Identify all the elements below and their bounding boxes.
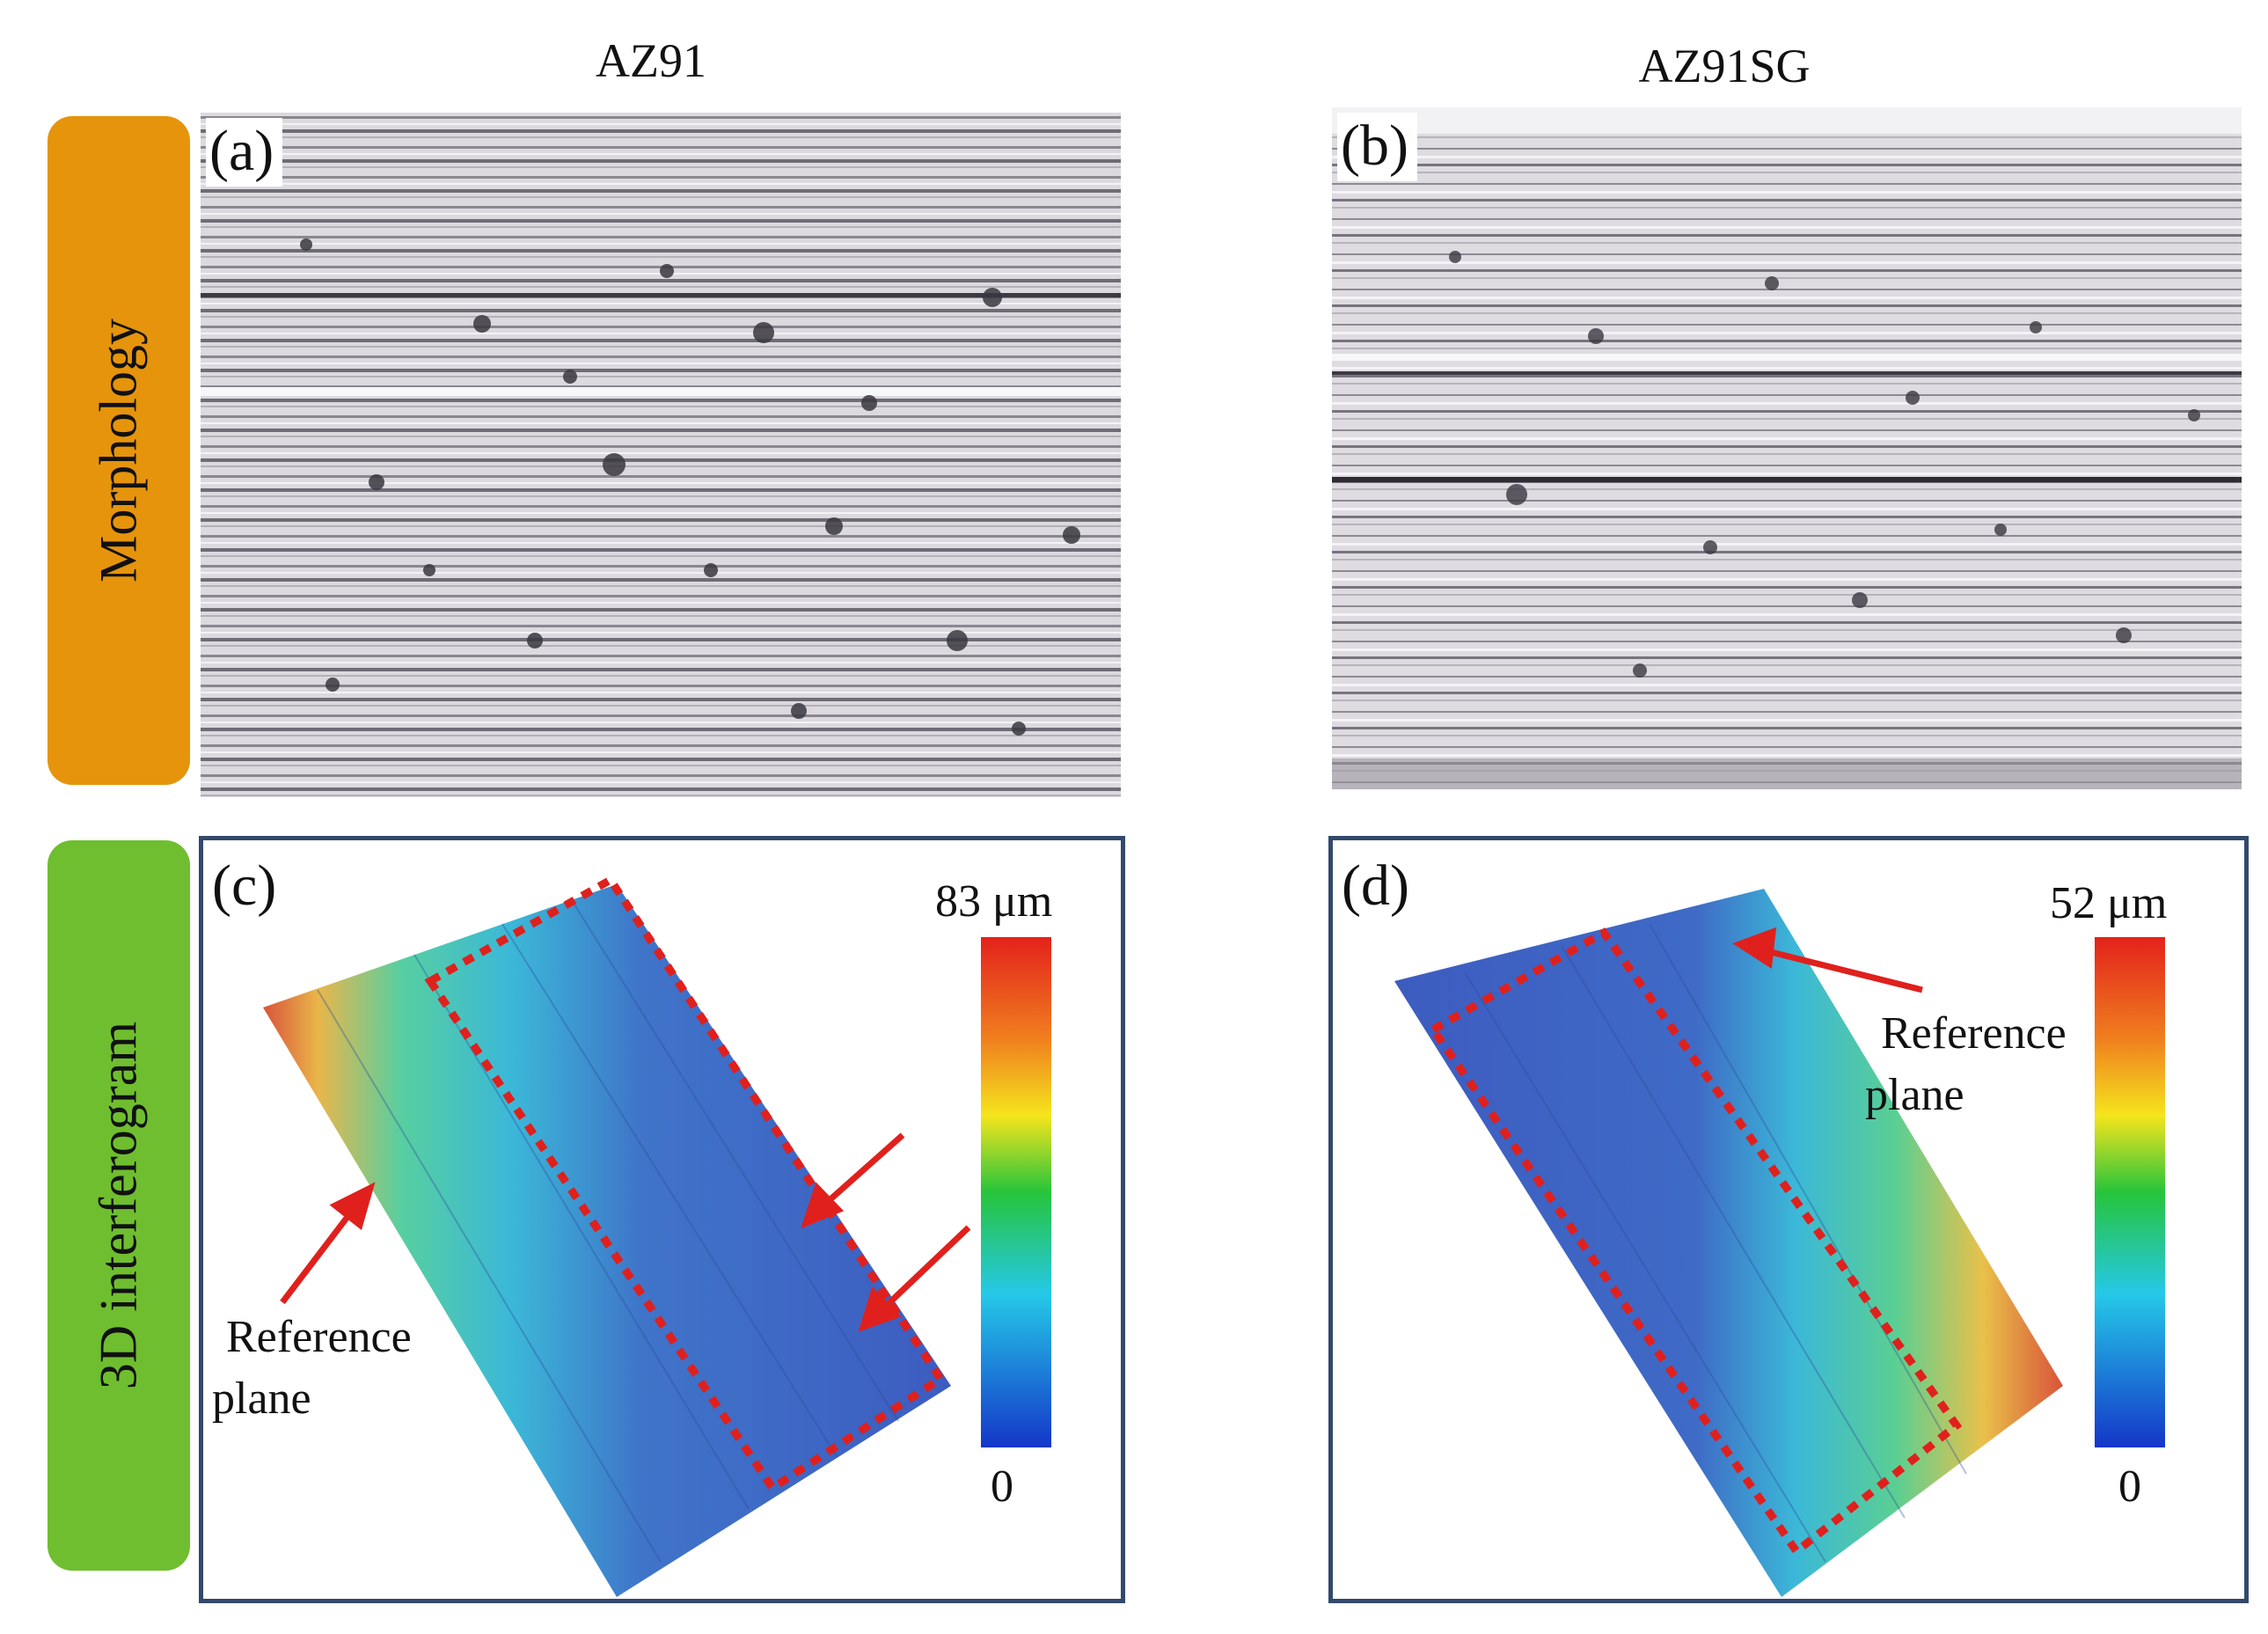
interferogram-c-image (263, 875, 1051, 1597)
panel-b-micrograph: (b) (1332, 107, 2242, 789)
micrograph-a-image (201, 113, 1121, 797)
panel-a-micrograph: (a) (201, 113, 1121, 797)
scale-min-d: 0 (2118, 1462, 2141, 1512)
arrow-d (1732, 927, 1923, 993)
row-label-interferogram: 3D interferogram (48, 840, 190, 1571)
panel-d-label: (d) (1342, 854, 1409, 918)
micrograph-b-image (1332, 107, 2242, 789)
reference-label-c-line2: plane (212, 1374, 311, 1424)
row-label-interferogram-text: 3D interferogram (89, 1021, 148, 1390)
panel-d-interferogram: (d) 52 μm 0 Reference plane (1328, 836, 2249, 1603)
panel-a-label: (a) (206, 118, 283, 187)
scale-max-c: 83 μm (935, 876, 1053, 927)
panel-c-label: (c) (212, 854, 277, 918)
interferogram-d-image (1394, 889, 2165, 1597)
color-scale-bar-d (2095, 937, 2165, 1447)
region-highlight-box-d (1427, 927, 1963, 1557)
reference-label-c-line1: Reference (226, 1312, 412, 1362)
arrows-c (280, 1132, 971, 1332)
reference-label-d-line2: plane (1865, 1070, 1964, 1120)
color-scale-bar-c (981, 937, 1051, 1447)
scale-min-c: 0 (991, 1462, 1013, 1512)
row-label-morphology: Morphology (48, 116, 190, 785)
panel-b-label: (b) (1337, 113, 1417, 181)
reference-label-d-line1: Reference (1881, 1008, 2067, 1059)
column-title-az91: AZ91 (596, 34, 706, 87)
column-title-az91sg: AZ91SG (1638, 40, 1811, 92)
row-label-morphology-text: Morphology (89, 319, 148, 583)
region-highlight-box-c (424, 875, 947, 1494)
scale-max-d: 52 μm (2050, 878, 2168, 928)
panel-c-interferogram: (c) 83 μm 0 Reference plane (199, 836, 1125, 1603)
